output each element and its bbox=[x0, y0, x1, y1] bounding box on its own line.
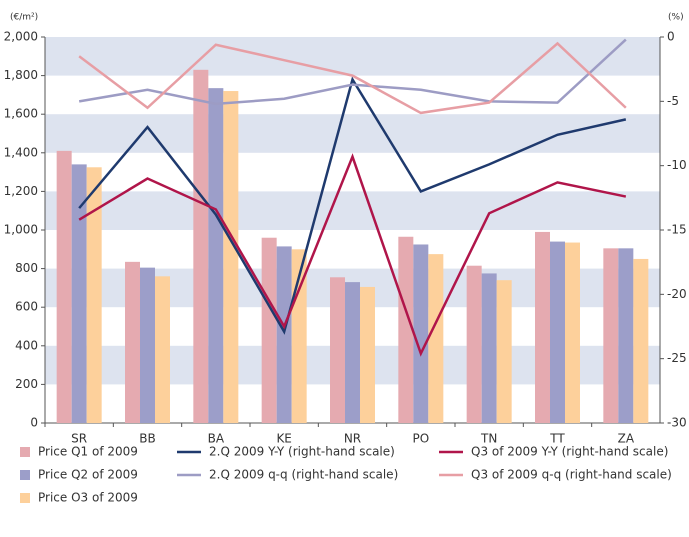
x-tick-label: BB bbox=[139, 432, 155, 446]
legend-label: Price Q1 of 2009 bbox=[38, 445, 138, 459]
y-unit: (€/m²) bbox=[10, 13, 38, 23]
legend-label: Q3 of 2009 Y-Y (right-hand scale) bbox=[471, 445, 668, 459]
bar bbox=[345, 282, 360, 423]
legend-label: Price Q2 of 2009 bbox=[38, 468, 138, 482]
bar bbox=[208, 88, 224, 424]
y-tick-label: 200 bbox=[15, 377, 38, 391]
y2-tick-label: -20 bbox=[667, 287, 687, 301]
bar bbox=[481, 273, 497, 423]
x-tick-label: TT bbox=[549, 432, 565, 446]
legend-swatch bbox=[20, 493, 30, 503]
bar bbox=[565, 242, 580, 423]
y-tick-label: 1,200 bbox=[4, 184, 38, 198]
y-tick-label: 1,000 bbox=[4, 223, 38, 237]
y-tick-label: 1,600 bbox=[4, 107, 38, 121]
bar bbox=[86, 167, 102, 423]
y2-tick-label: -30 bbox=[667, 416, 687, 430]
bar bbox=[193, 69, 209, 423]
y2-tick-label: -25 bbox=[667, 351, 687, 365]
bar bbox=[496, 280, 512, 423]
bar bbox=[276, 246, 292, 423]
bar bbox=[261, 237, 277, 423]
bar bbox=[428, 254, 444, 423]
y-tick-label: 800 bbox=[15, 261, 38, 275]
y-tick-label: 0 bbox=[30, 416, 38, 430]
bar bbox=[398, 236, 414, 423]
y-tick-label: 1,400 bbox=[4, 145, 38, 159]
y-tick-label: 400 bbox=[15, 338, 38, 352]
x-tick-label: NR bbox=[344, 432, 361, 446]
y-tick-label: 2,000 bbox=[4, 30, 38, 44]
y2-tick-label: 0 bbox=[667, 30, 675, 44]
y2-unit: (%) bbox=[668, 13, 684, 23]
bar bbox=[360, 286, 375, 423]
legend-label: 2.Q 2009 q-q (right-hand scale) bbox=[209, 468, 398, 482]
bar bbox=[56, 150, 72, 423]
bar bbox=[550, 241, 565, 423]
y2-tick-label: -5 bbox=[667, 94, 679, 108]
bar bbox=[223, 91, 239, 423]
line-series bbox=[78, 41, 627, 115]
x-tick-label: SR bbox=[71, 432, 87, 446]
y2-tick-label: -15 bbox=[667, 223, 687, 237]
bar bbox=[535, 231, 550, 423]
bar bbox=[413, 244, 429, 423]
bar bbox=[466, 265, 482, 423]
legend-label: 2.Q 2009 Y-Y (right-hand scale) bbox=[209, 445, 395, 459]
line-series bbox=[78, 76, 627, 335]
bar bbox=[71, 164, 87, 423]
x-tick-label: BA bbox=[208, 432, 225, 446]
bar bbox=[330, 277, 345, 423]
y-tick-label: 1,800 bbox=[4, 68, 38, 82]
x-tick-label: ZA bbox=[618, 432, 635, 446]
legend-label: Price O3 of 2009 bbox=[38, 491, 138, 505]
bar bbox=[155, 276, 170, 423]
bar bbox=[140, 267, 155, 423]
grid-band bbox=[45, 114, 660, 153]
legend-swatch bbox=[20, 470, 30, 480]
y-tick-label: 600 bbox=[15, 300, 38, 314]
y2-tick-label: -10 bbox=[667, 158, 687, 172]
x-tick-label: TN bbox=[480, 432, 497, 446]
grid-band bbox=[45, 191, 660, 230]
x-tick-label: KE bbox=[276, 432, 291, 446]
line-series bbox=[78, 38, 627, 106]
bar bbox=[618, 248, 634, 423]
bar bbox=[125, 261, 140, 423]
bar bbox=[633, 258, 649, 423]
x-tick-label: PO bbox=[412, 432, 429, 446]
line-series bbox=[78, 153, 627, 357]
legend-swatch bbox=[20, 447, 30, 457]
grid-band bbox=[45, 37, 660, 76]
legend-label: Q3 of 2009 q-q (right-hand scale) bbox=[471, 468, 672, 482]
bar bbox=[603, 248, 619, 423]
